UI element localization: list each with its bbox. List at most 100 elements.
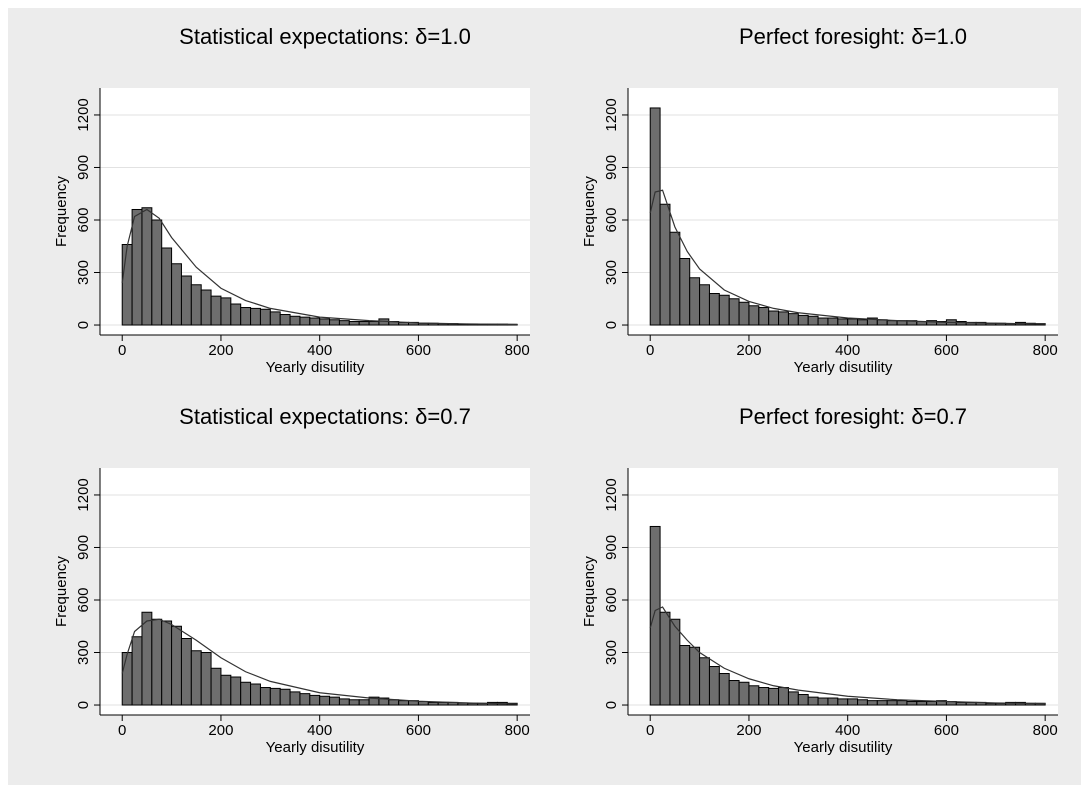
bar [768, 310, 780, 326]
bar [649, 525, 661, 706]
bar [348, 321, 360, 326]
x-tick-label: 0 [118, 342, 126, 359]
bar [230, 303, 242, 326]
y-tick-label: 300 [75, 260, 92, 285]
chart-title: Perfect foresight: δ=1.0 [739, 24, 967, 49]
bar [758, 307, 770, 326]
bar [728, 298, 740, 326]
x-tick-label: 600 [406, 722, 431, 739]
bar [121, 652, 133, 706]
bar [240, 307, 252, 326]
bar [797, 694, 809, 706]
y-tick-label: 600 [603, 207, 620, 232]
density-curve [649, 189, 1046, 325]
bar [787, 691, 799, 706]
bar [847, 318, 859, 326]
bar [269, 311, 281, 326]
bar [358, 699, 370, 706]
bar [699, 657, 710, 706]
bar [807, 315, 819, 326]
y-tick-label: 1200 [603, 478, 620, 511]
bar [259, 308, 271, 326]
x-tick-label: 200 [208, 342, 233, 359]
bar [230, 676, 242, 706]
bar [817, 317, 829, 326]
bar [778, 687, 789, 706]
y-tick-label: 900 [603, 535, 620, 560]
x-tick-label: 600 [934, 722, 959, 739]
bar [748, 685, 760, 706]
x-tick-label: 0 [646, 722, 654, 739]
bar [926, 701, 938, 706]
bar [131, 636, 143, 706]
bar [728, 680, 740, 706]
x-tick-label: 800 [1033, 722, 1058, 739]
bar [718, 294, 730, 326]
x-tick-label: 200 [208, 722, 233, 739]
bar [659, 611, 671, 706]
x-tick-label: 400 [835, 342, 860, 359]
bar [827, 317, 839, 326]
bar [906, 701, 918, 706]
bar [131, 208, 143, 326]
bar [985, 702, 997, 706]
y-tick-label: 0 [603, 701, 620, 709]
density-curve [121, 618, 518, 705]
x-tick-label: 600 [934, 342, 959, 359]
bar [857, 699, 868, 706]
bar [659, 203, 671, 326]
bar [279, 314, 291, 326]
y-tick-label: 900 [603, 155, 620, 180]
bar [847, 698, 859, 706]
x-tick-label: 0 [646, 342, 654, 359]
bar [388, 699, 400, 706]
chart-title: Statistical expectations: δ=1.0 [179, 24, 471, 49]
bar [679, 645, 691, 706]
bar [210, 295, 222, 326]
bar [916, 701, 928, 706]
bar [797, 314, 809, 326]
bar [817, 697, 829, 706]
bar [161, 620, 173, 706]
bar [329, 696, 340, 706]
bar [220, 297, 232, 326]
bar [738, 681, 750, 706]
bar [398, 700, 410, 706]
x-tick-label: 400 [307, 722, 332, 739]
y-tick-label: 300 [603, 260, 620, 285]
bar [748, 305, 760, 326]
bar [309, 317, 321, 326]
density-curve [121, 208, 518, 326]
y-axis-label: Frequency [53, 176, 70, 247]
chart-title: Statistical expectations: δ=0.7 [179, 404, 471, 429]
bar [857, 319, 868, 326]
bar [210, 667, 222, 706]
bar [329, 319, 340, 326]
bar [289, 315, 301, 326]
x-axis-label: Yearly disutility [266, 359, 365, 376]
x-tick-label: 600 [406, 342, 431, 359]
bar [837, 318, 849, 326]
y-tick-label: 0 [75, 321, 92, 329]
bar [338, 320, 350, 326]
bar [787, 313, 799, 326]
chart-title: Perfect foresight: δ=0.7 [739, 404, 967, 429]
bar [886, 320, 898, 326]
x-axis-label: Yearly disutility [794, 739, 893, 756]
x-tick-label: 200 [736, 722, 761, 739]
bar [886, 700, 898, 706]
x-tick-label: 800 [1033, 342, 1058, 359]
y-tick-label: 1200 [603, 98, 620, 131]
bar [866, 700, 878, 706]
y-tick-label: 1200 [75, 98, 92, 131]
y-tick-label: 900 [75, 535, 92, 560]
x-axis-label: Yearly disutility [794, 359, 893, 376]
y-tick-label: 900 [75, 155, 92, 180]
x-tick-label: 0 [118, 722, 126, 739]
y-tick-label: 600 [603, 587, 620, 612]
y-tick-label: 300 [603, 640, 620, 665]
x-tick-label: 200 [736, 342, 761, 359]
bar [180, 275, 192, 326]
bar [427, 701, 439, 706]
